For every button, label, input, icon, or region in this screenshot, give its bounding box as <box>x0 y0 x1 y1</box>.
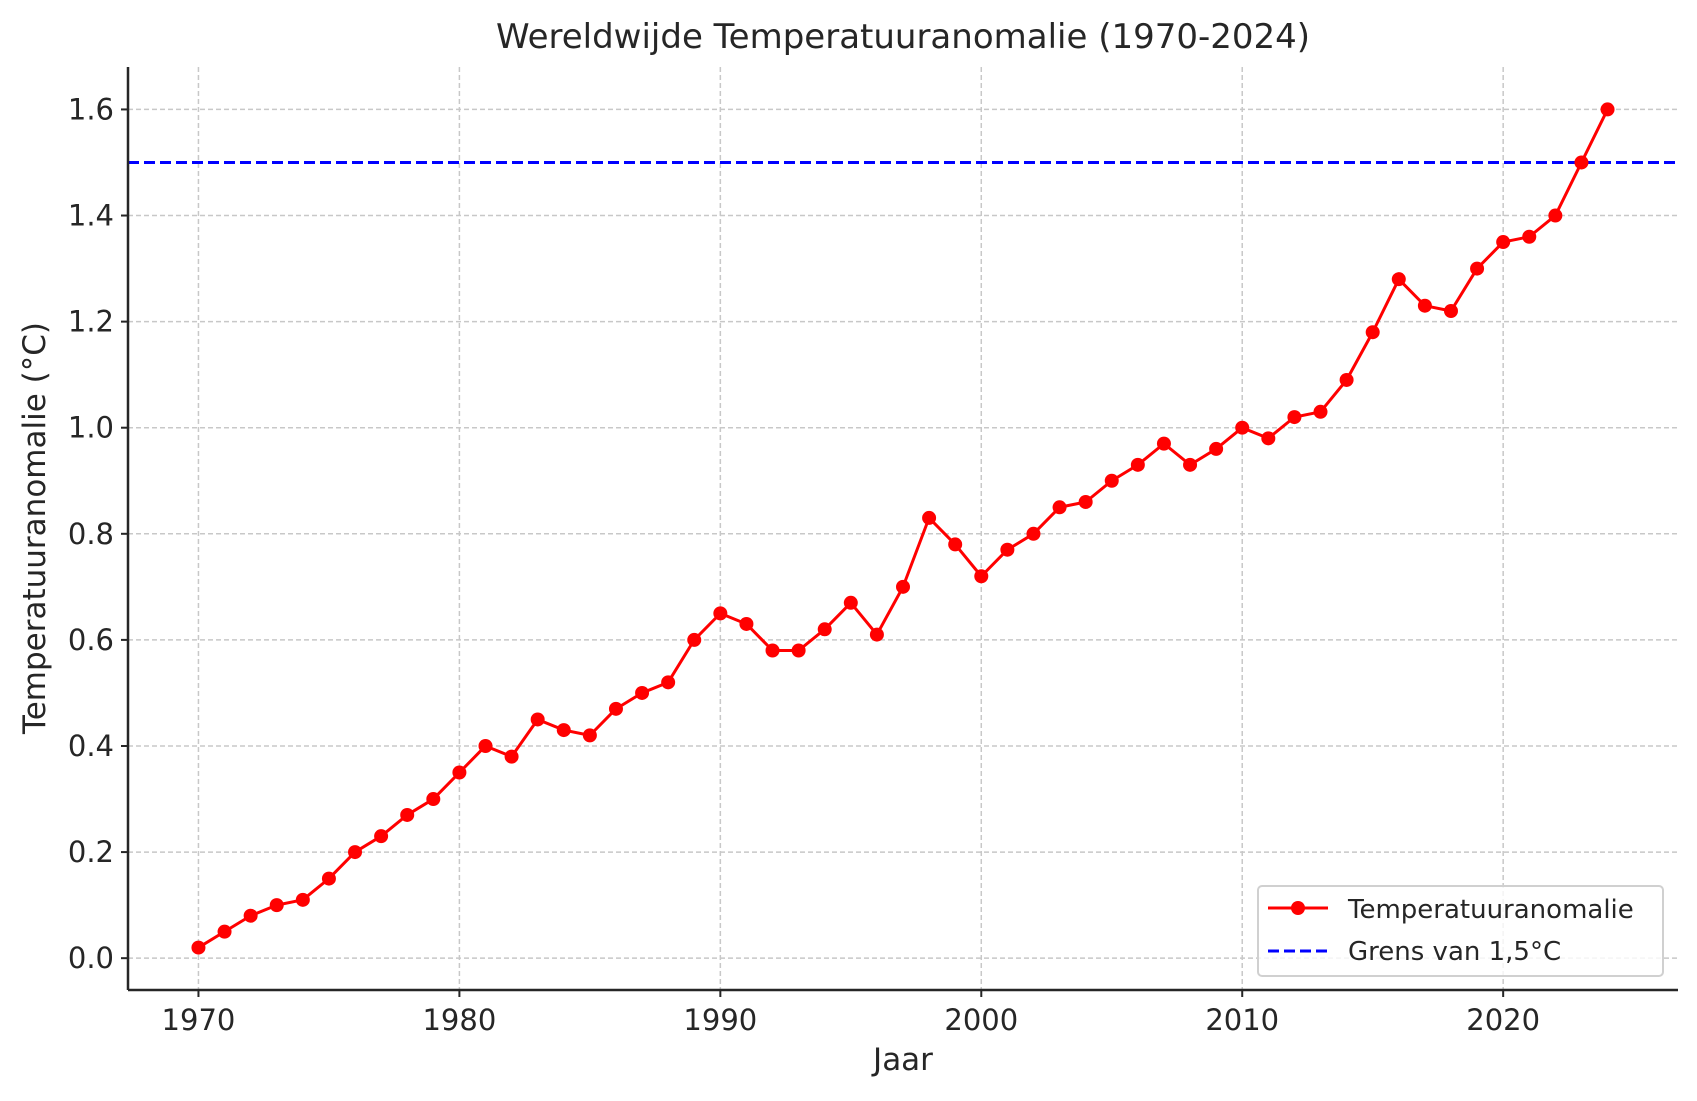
data-point-1979 <box>426 792 441 807</box>
data-point-2001 <box>1000 542 1015 557</box>
legend-label-limit: Grens van 1,5°C <box>1348 937 1561 967</box>
x-tick-label: 2020 <box>1466 1003 1540 1037</box>
y-tick-label: 0.4 <box>68 729 114 763</box>
data-point-2007 <box>1156 436 1171 451</box>
data-point-1992 <box>765 643 780 658</box>
data-point-2004 <box>1078 494 1093 509</box>
data-point-1982 <box>504 749 519 764</box>
data-point-1973 <box>269 898 284 913</box>
data-point-2003 <box>1052 500 1067 515</box>
axes: 1970 1980 1990 2000 2010 2020 0.0 0.2 0.4 0.6 0.8 1… <box>68 67 1678 1037</box>
data-point-1987 <box>635 685 650 700</box>
x-tick-label: 2000 <box>944 1003 1018 1037</box>
y-tick-label: 1.2 <box>68 305 114 339</box>
data-point-2019 <box>1470 261 1485 276</box>
data-point-1988 <box>661 675 676 690</box>
x-tick-label: 1980 <box>422 1003 496 1037</box>
data-point-1990 <box>713 606 728 621</box>
y-tick-label: 0.2 <box>68 835 114 869</box>
x-tick-label: 1990 <box>683 1003 757 1037</box>
data-point-2015 <box>1365 325 1380 340</box>
data-point-1996 <box>869 627 884 642</box>
data-point-1991 <box>739 616 754 631</box>
data-point-1980 <box>452 765 467 780</box>
data-point-1971 <box>217 924 232 939</box>
y-tick-label: 0.6 <box>68 623 114 657</box>
data-point-2013 <box>1313 404 1328 419</box>
data-point-1986 <box>608 701 623 716</box>
data-point-2018 <box>1443 304 1458 319</box>
chart-title: Wereldwijde Temperatuuranomalie (1970-20… <box>496 17 1310 57</box>
data-point-2017 <box>1417 298 1432 313</box>
legend: Temperatuuranomalie Grens van 1,5°C <box>1257 885 1664 977</box>
data-point-1985 <box>582 728 597 743</box>
x-axis-label: Jaar <box>871 1042 933 1078</box>
data-point-2005 <box>1104 473 1119 488</box>
data-point-1994 <box>817 622 832 637</box>
legend-box <box>1257 885 1664 977</box>
data-point-1995 <box>843 595 858 610</box>
data-point-1972 <box>243 908 258 923</box>
data-point-2009 <box>1209 441 1224 456</box>
x-tick-label: 1970 <box>162 1003 236 1037</box>
data-point-2010 <box>1235 420 1250 435</box>
y-tick-label: 1.4 <box>68 199 114 233</box>
data-point-2020 <box>1496 235 1511 250</box>
data-point-2011 <box>1261 431 1276 446</box>
data-point-1975 <box>321 871 336 886</box>
data-point-2021 <box>1522 229 1537 244</box>
data-point-2024 <box>1600 102 1615 117</box>
x-tick-label: 2010 <box>1205 1003 1279 1037</box>
data-point-1989 <box>687 632 702 647</box>
y-tick-label: 1.6 <box>68 92 114 126</box>
data-point-2023 <box>1574 155 1589 170</box>
data-point-1983 <box>530 712 545 727</box>
data-point-2016 <box>1391 272 1406 287</box>
data-point-1998 <box>922 510 937 525</box>
legend-marker-temperature <box>1291 901 1305 915</box>
y-tick-label: 0.0 <box>68 941 114 975</box>
data-point-1993 <box>791 643 806 658</box>
data-point-2006 <box>1130 457 1145 472</box>
series-line-temperature <box>197 108 1609 949</box>
data-point-1974 <box>295 892 310 907</box>
data-point-1976 <box>348 845 363 860</box>
data-point-2012 <box>1287 410 1302 425</box>
data-point-2022 <box>1548 208 1563 223</box>
series-layer <box>191 102 1615 955</box>
data-point-2008 <box>1183 457 1198 472</box>
data-point-2000 <box>974 569 989 584</box>
data-point-1997 <box>896 579 910 594</box>
data-point-1981 <box>478 738 493 753</box>
data-point-1978 <box>400 807 415 822</box>
data-point-2002 <box>1026 526 1041 541</box>
legend-label-temperature: Temperatuuranomalie <box>1347 895 1634 925</box>
y-tick-label: 1.0 <box>68 411 114 445</box>
data-point-1970 <box>191 940 206 955</box>
data-point-2014 <box>1339 372 1354 387</box>
data-point-1984 <box>556 723 571 738</box>
data-point-1999 <box>948 537 963 552</box>
data-point-1977 <box>374 829 389 844</box>
y-axis-label: Temperatuuranomalie (°C) <box>17 322 53 735</box>
y-tick-label: 0.8 <box>68 517 114 551</box>
